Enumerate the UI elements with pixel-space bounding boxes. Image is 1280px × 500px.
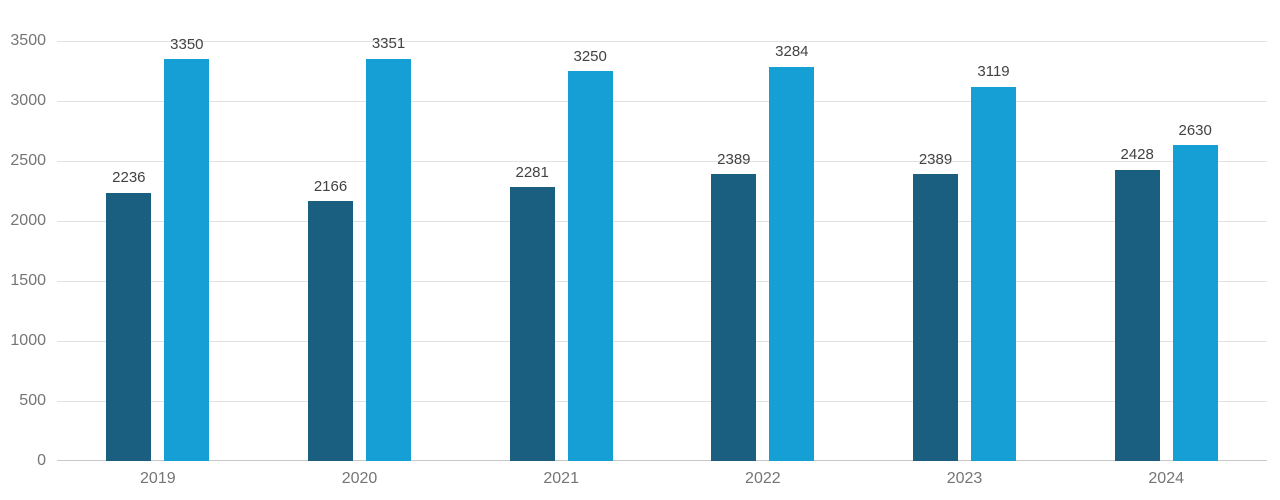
bar-series-1-2024[interactable] xyxy=(1114,169,1160,461)
bar-series-2-2024[interactable] xyxy=(1172,145,1218,461)
bar-series-1-2022[interactable] xyxy=(711,174,757,461)
bar-series-1-2021[interactable] xyxy=(509,187,555,461)
y-tick-label-2000: 2000 xyxy=(10,212,46,229)
bar-series-2-2022[interactable] xyxy=(769,66,815,461)
x-tick-label-2020: 2020 xyxy=(341,470,378,487)
y-tick-label-0: 0 xyxy=(37,452,46,469)
y-tick-label-1500: 1500 xyxy=(10,272,46,289)
x-tick-label-2024: 2024 xyxy=(1148,470,1184,487)
bar-wrap-series-2-2023: 3119 xyxy=(971,63,1017,461)
bar-value-label-series-1-2022: 2389 xyxy=(717,150,751,168)
bar-series-2-2020[interactable] xyxy=(366,58,411,461)
x-tick-label-2021: 2021 xyxy=(543,470,579,487)
gridline-3500 xyxy=(57,41,1267,42)
bar-value-label-series-1-2024: 2428 xyxy=(1120,146,1154,164)
y-tick-label-3500: 3500 xyxy=(10,32,46,49)
y-tick-label-500: 500 xyxy=(19,392,46,409)
y-tick-label-1000: 1000 xyxy=(10,332,46,349)
bar-value-label-series-2-2021: 3250 xyxy=(573,47,607,65)
bar-series-2-2023[interactable] xyxy=(971,86,1017,461)
bar-group-2024: 2428 2630 xyxy=(1065,41,1267,461)
bar-series-1-2023[interactable] xyxy=(913,174,959,461)
bar-wrap-series-1-2021: 2281 xyxy=(509,163,555,461)
bar-value-label-series-2-2019: 3350 xyxy=(170,35,204,53)
bar-group-2022: 2389 3284 xyxy=(662,41,864,461)
bar-wrap-series-1-2022: 2389 xyxy=(711,150,757,461)
gridline-1000 xyxy=(57,341,1267,342)
x-tick-label-2023: 2023 xyxy=(946,470,983,487)
gridline-3000 xyxy=(57,101,1267,102)
x-tick-label-2022: 2022 xyxy=(745,470,781,487)
bar-groups: 2236 3350 2166 3351 2281 3250 2389 3284 2389 3119… xyxy=(57,36,1267,461)
bar-group-2021: 2281 3250 xyxy=(460,41,662,461)
gridline-2500 xyxy=(57,161,1267,162)
x-axis-baseline xyxy=(57,460,1267,461)
x-tick-label-2019: 2019 xyxy=(140,470,176,487)
bar-value-label-series-2-2022: 3284 xyxy=(775,43,809,61)
bar-value-label-series-1-2020: 2166 xyxy=(313,177,348,195)
bar-series-2-2021[interactable] xyxy=(567,71,613,461)
bar-value-label-series-2-2024: 2630 xyxy=(1178,121,1212,139)
y-tick-label-3000: 3000 xyxy=(10,92,46,109)
bar-value-label-series-1-2019: 2236 xyxy=(112,169,146,187)
bar-wrap-series-2-2021: 3250 xyxy=(567,47,613,461)
x-axis: 2019 2020 2021 2022 2023 2024 xyxy=(57,471,1267,487)
gridline-1500 xyxy=(57,281,1267,282)
bar-group-2023: 2389 3119 xyxy=(864,41,1066,461)
plot-area: 2236 3350 2166 3351 2281 3250 2389 3284 2389 3119… xyxy=(57,36,1267,461)
bar-series-1-2019[interactable] xyxy=(106,192,152,461)
bar-wrap-series-1-2020: 2166 xyxy=(308,177,353,461)
bar-wrap-series-1-2019: 2236 xyxy=(106,169,152,461)
y-axis: 0 500 1000 1500 2000 2500 3000 3500 xyxy=(0,33,46,469)
gridline-2000 xyxy=(57,221,1267,222)
bar-value-label-series-2-2023: 3119 xyxy=(977,63,1010,81)
bar-series-2-2019[interactable] xyxy=(164,59,210,461)
bar-wrap-series-1-2023: 2389 xyxy=(913,150,959,461)
y-tick-label-2500: 2500 xyxy=(10,152,46,169)
bar-wrap-series-2-2019: 3350 xyxy=(164,35,210,461)
bar-wrap-series-2-2020: 3351 xyxy=(366,36,411,461)
bar-value-label-series-1-2021: 2281 xyxy=(515,163,549,181)
bar-wrap-series-1-2024: 2428 xyxy=(1114,146,1160,461)
bar-value-label-series-2-2020: 3351 xyxy=(371,35,406,53)
bar-series-1-2020[interactable] xyxy=(308,201,353,461)
bar-wrap-series-2-2022: 3284 xyxy=(769,43,815,461)
bar-wrap-series-2-2024: 2630 xyxy=(1172,121,1218,461)
bar-group-2020: 2166 3351 xyxy=(259,36,461,461)
gridline-500 xyxy=(57,401,1267,402)
bar-value-label-series-1-2023: 2389 xyxy=(918,150,953,168)
bar-group-2019: 2236 3350 xyxy=(57,36,259,461)
